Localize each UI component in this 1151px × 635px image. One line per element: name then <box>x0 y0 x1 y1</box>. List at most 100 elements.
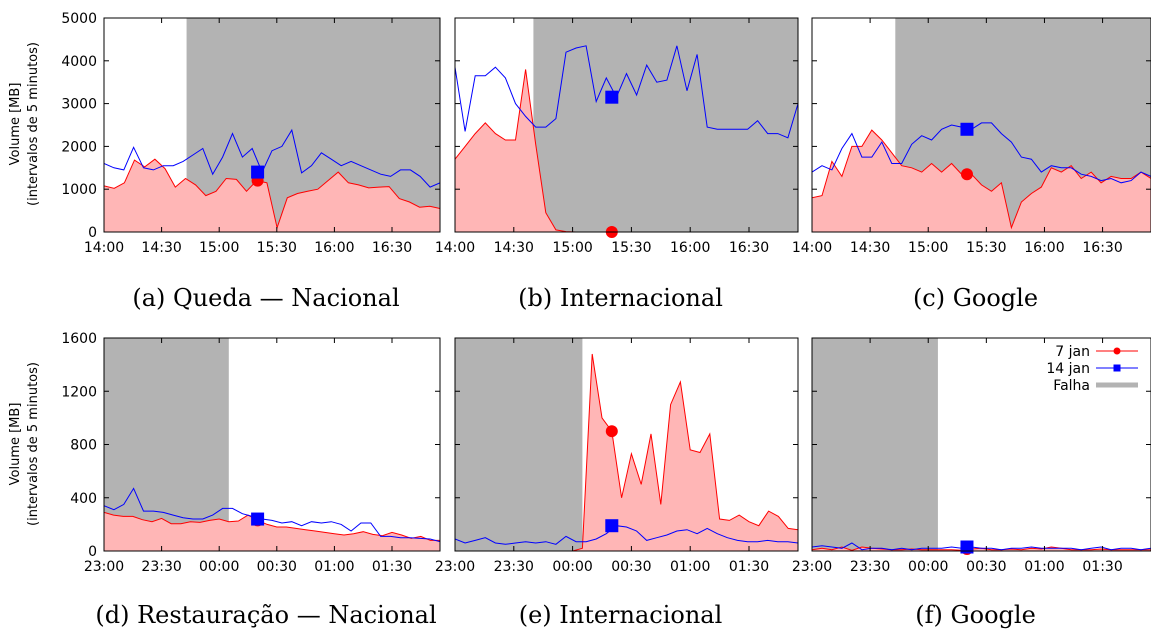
y-tick-label: 3000 <box>61 97 97 113</box>
y-label-line2: (intervalos de 5 minutos) <box>26 362 41 526</box>
legend-marker-14jan <box>1113 364 1121 372</box>
plot-area <box>104 487 440 551</box>
y-label-line1: Volume [MB] <box>8 403 23 486</box>
series-7jan-line <box>455 69 798 232</box>
failure-region <box>812 338 938 551</box>
chart-panel-5: 23:00 23:30 00:00 00:30 01:00 01:30 (e) Intern… <box>435 337 799 629</box>
plot-area <box>812 542 1151 551</box>
x-tick-label: 01:00 <box>670 559 710 575</box>
y-tick-label: 0 <box>88 544 97 560</box>
series-7jan-line <box>104 511 440 541</box>
panel-caption: (b) Internacional <box>518 284 723 312</box>
x-tick-label: 14:30 <box>494 240 534 256</box>
marker-14jan <box>251 512 265 526</box>
marker-14jan <box>960 540 974 554</box>
plot-area <box>104 128 440 232</box>
x-tick-label: 01:00 <box>314 559 354 575</box>
x-tick-label: 16:30 <box>1082 240 1122 256</box>
x-tick-label: 00:30 <box>611 559 651 575</box>
y-tick-label: 800 <box>70 438 97 454</box>
x-tick-label: 16:30 <box>729 240 769 256</box>
x-tick-label: 15:30 <box>257 240 297 256</box>
panels: 14:00 14:30 15:00 15:30 16:00 16:30 0 1000 2000 3… <box>61 11 1151 629</box>
x-tick-label: 23:00 <box>84 559 124 575</box>
x-tick-label: 23:30 <box>850 559 890 575</box>
series-7jan-area <box>104 512 440 551</box>
x-tick-label: 15:30 <box>611 240 651 256</box>
y-axis-label-top: Volume [MB] (intervalos de 5 minutos) <box>8 42 41 206</box>
legend-label-14jan: 14 jan <box>1046 361 1090 377</box>
panel-caption: (a) Queda — Nacional <box>132 284 399 312</box>
chart-panel-3: 14:00 14:30 15:00 15:30 16:00 16:30 (c) Google <box>792 17 1151 312</box>
y-label-line2: (intervalos de 5 minutos) <box>26 42 41 206</box>
y-tick-label: 5000 <box>61 11 97 27</box>
series-7jan-line <box>455 353 798 551</box>
x-tick-label: 14:00 <box>435 240 475 256</box>
series-14jan-line <box>455 525 798 545</box>
x-tick-label: 23:30 <box>141 559 181 575</box>
y-tick-label: 1000 <box>61 182 97 198</box>
x-tick-label: 16:00 <box>314 240 354 256</box>
marker-14jan <box>605 519 619 533</box>
x-tick-label: 01:30 <box>729 559 769 575</box>
x-tick-label: 14:30 <box>141 240 181 256</box>
x-tick-label: 15:00 <box>552 240 592 256</box>
plot-area <box>455 45 798 232</box>
failure-region <box>104 338 229 551</box>
y-tick-label: 0 <box>88 225 97 241</box>
failure-region <box>533 18 798 232</box>
x-tick-label: 23:00 <box>435 559 475 575</box>
marker-7jan <box>960 168 973 181</box>
x-tick-label: 15:00 <box>199 240 239 256</box>
x-tick-label: 16:00 <box>1024 240 1064 256</box>
failure-region <box>455 338 583 551</box>
x-tick-label: 15:30 <box>966 240 1006 256</box>
legend-marker-7jan <box>1113 347 1121 355</box>
x-tick-label: 16:00 <box>670 240 710 256</box>
panel-frame <box>103 17 441 233</box>
x-tick-label: 14:30 <box>850 240 890 256</box>
y-axis-label-bottom: Volume [MB] (intervalos de 5 minutos) <box>8 362 41 526</box>
y-label-line1: Volume [MB] <box>8 83 23 166</box>
plot-area <box>455 353 798 551</box>
y-tick-label: 4000 <box>61 54 97 70</box>
y-tick-label: 400 <box>70 491 97 507</box>
x-tick-label: 23:30 <box>494 559 534 575</box>
series-7jan-area <box>104 159 440 232</box>
marker-14jan <box>605 90 619 104</box>
x-tick-label: 00:00 <box>908 559 948 575</box>
legend-label-7jan: 7 jan <box>1055 344 1090 360</box>
x-tick-label: 14:00 <box>792 240 832 256</box>
legend-label-failure: Falha <box>1053 378 1090 394</box>
x-tick-label: 00:00 <box>199 559 239 575</box>
x-tick-label: 23:00 <box>792 559 832 575</box>
chart-panel-4: 23:00 23:30 00:00 00:30 01:00 01:30 0 400 800 120… <box>61 331 441 629</box>
x-tick-label: 00:30 <box>257 559 297 575</box>
series-7jan-line <box>812 129 1151 230</box>
x-tick-label: 00:30 <box>966 559 1006 575</box>
marker-14jan <box>960 122 974 136</box>
x-tick-label: 01:00 <box>1024 559 1064 575</box>
marker-7jan <box>605 425 618 438</box>
y-tick-label: 1600 <box>61 331 97 347</box>
series-14jan-line <box>455 45 798 139</box>
panel-frame <box>811 17 1151 233</box>
series-7jan-area <box>455 69 798 232</box>
x-tick-label: 16:30 <box>372 240 412 256</box>
x-tick-label: 15:00 <box>908 240 948 256</box>
panel-caption: (f) Google <box>915 601 1036 629</box>
series-7jan-line <box>104 158 440 230</box>
chart-panel-1: 14:00 14:30 15:00 15:30 16:00 16:30 0 1000 2000 3… <box>61 11 441 312</box>
marker-14jan <box>251 165 265 179</box>
series-14jan-line <box>104 487 440 543</box>
x-tick-label: 01:30 <box>372 559 412 575</box>
chart-panel-6: 23:00 23:30 00:00 00:30 01:00 01:30 (f) Google <box>792 337 1151 629</box>
x-tick-label: 01:30 <box>1082 559 1122 575</box>
x-tick-label: 14:00 <box>84 240 124 256</box>
chart-panel-2: 14:00 14:30 15:00 15:30 16:00 16:30 (b) Intern… <box>435 17 799 312</box>
panel-caption: (d) Restauração — Nacional <box>95 601 436 629</box>
series-14jan-line <box>812 542 1151 551</box>
plot-area <box>812 122 1151 232</box>
